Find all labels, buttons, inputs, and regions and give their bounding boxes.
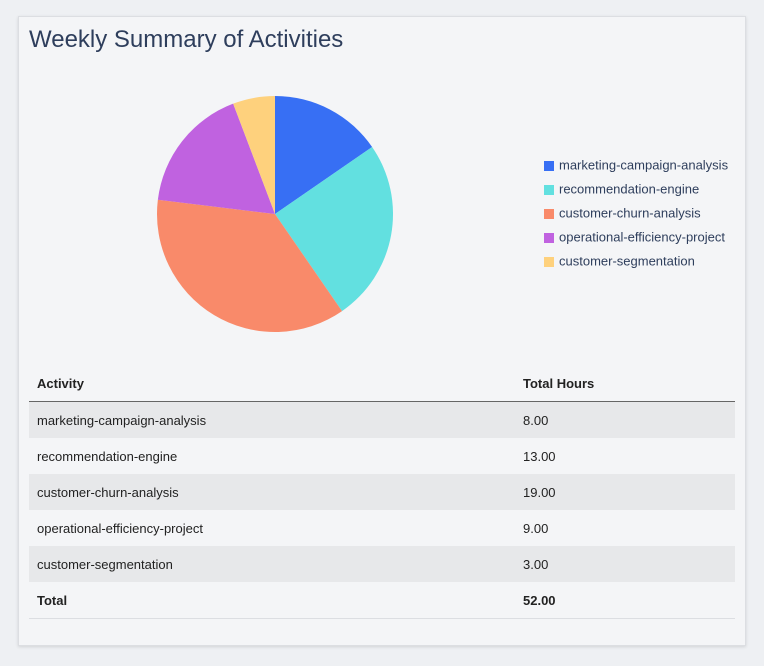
pie-chart: marketing-campaign-analysis recommendatio…	[157, 96, 729, 332]
summary-table: Activity Total Hours marketing-campaign-a…	[29, 365, 735, 619]
legend-swatch	[544, 257, 554, 267]
total-row: Total 52.00	[29, 582, 735, 619]
table-row: recommendation-engine 13.00	[29, 438, 735, 474]
pie-slice	[233, 96, 275, 214]
legend-swatch	[544, 185, 554, 195]
table-cell: 19.00	[523, 484, 556, 500]
table-cell: 13.00	[523, 448, 556, 464]
pie-slice	[157, 199, 343, 332]
table-cell: marketing-campaign-analysis	[37, 412, 207, 428]
table-row: customer-segmentation 3.00	[29, 546, 735, 582]
table-row: operational-efficiency-project 9.00	[29, 510, 735, 546]
column-header: Total Hours	[515, 365, 735, 402]
table-row: marketing-campaign-analysis 8.00	[29, 401, 735, 438]
table-body: marketing-campaign-analysis 8.00 recommend…	[29, 401, 735, 582]
legend-swatch	[544, 161, 554, 171]
legend-label: customer-segmentation	[559, 253, 695, 268]
legend-label: operational-efficiency-project	[559, 229, 725, 244]
total-cell: Total	[29, 582, 515, 619]
legend-label: recommendation-engine	[559, 181, 699, 196]
table-cell: operational-efficiency-project	[37, 520, 203, 536]
summary-card: Weekly Summary of Activities marketing-c…	[18, 16, 746, 646]
legend-label: marketing-campaign-analysis	[559, 157, 729, 172]
table-cell: customer-churn-analysis	[37, 484, 179, 500]
legend-label: customer-churn-analysis	[559, 205, 701, 220]
card-title: Weekly Summary of Activities	[29, 26, 344, 53]
pie-slice	[157, 103, 275, 214]
table-cell: recommendation-engine	[37, 448, 178, 464]
legend-swatch	[544, 233, 554, 243]
total-cell: 52.00	[515, 582, 735, 619]
column-header: Activity	[29, 365, 515, 402]
table-cell: 8.00	[523, 412, 549, 428]
pie-slice	[275, 96, 373, 214]
table-row: customer-churn-analysis 19.00	[29, 474, 735, 510]
legend-swatch	[544, 209, 554, 219]
table-cell: customer-segmentation	[37, 556, 173, 572]
table-cell: 9.00	[523, 520, 549, 536]
pie-slice	[275, 146, 393, 312]
table-cell: 3.00	[523, 556, 549, 572]
header-row: Activity Total Hours	[29, 365, 735, 402]
